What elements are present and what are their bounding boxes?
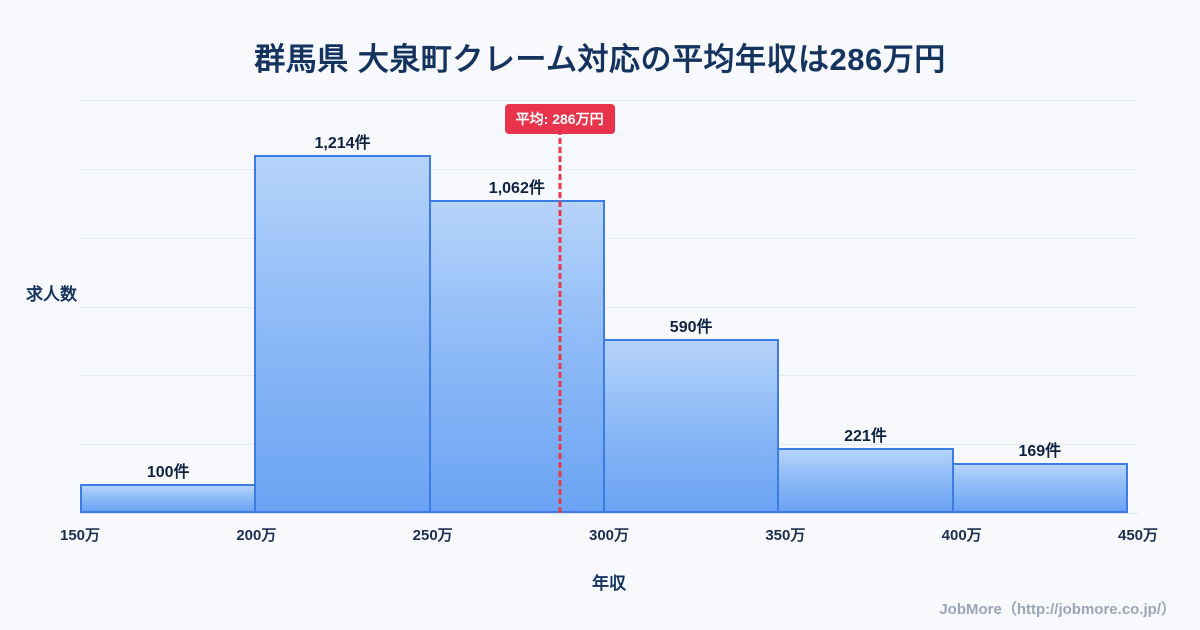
bar: 100件: [80, 464, 257, 513]
x-tick-label: 150万: [59, 527, 101, 544]
footer-credit: JobMore（http://jobmore.co.jp/）: [939, 601, 1176, 618]
bar-value-label: 169件: [1018, 443, 1062, 461]
bar-value-label: 1,214件: [314, 134, 371, 152]
x-axis-ticks: 150万 200万 250万 300万 350万 400万 450万: [60, 513, 1158, 544]
gridline: [80, 168, 1138, 170]
mean-badge: 平均: 286万円: [504, 104, 615, 134]
gridline: [80, 100, 1138, 101]
plot-area: 100件 1,214件 1,062件 590件 221件 169件 平均: 286万円 1…: [60, 100, 1158, 544]
x-axis-label: 年収: [592, 574, 626, 593]
bar-value-label: 100件: [146, 463, 190, 481]
bar-value-label: 590件: [669, 318, 713, 336]
bar: 1,062件: [428, 180, 605, 513]
gridline: [80, 306, 1138, 308]
x-axis-line: [80, 513, 1138, 514]
x-tick-label: 200万: [236, 527, 277, 544]
x-tick-label: 250万: [412, 527, 453, 544]
bar: 590件: [602, 319, 780, 513]
gridline: [80, 237, 1138, 239]
bar: 221件: [777, 428, 954, 513]
x-tick-label: 350万: [765, 527, 806, 544]
bar-value-label: 1,062件: [488, 179, 545, 197]
bar: 169件: [951, 443, 1128, 513]
page-title: 群馬県 大泉町クレーム対応の平均年収は286万円: [254, 42, 946, 77]
bar: 1,214件: [254, 135, 431, 513]
mean-line: [558, 129, 562, 513]
bar-value-label: 221件: [844, 427, 887, 445]
bars: 100件 1,214件 1,062件 590件 221件 169件: [80, 100, 1138, 513]
x-tick-label: 400万: [941, 527, 982, 544]
x-tick-label: 450万: [1117, 527, 1159, 544]
x-tick-label: 300万: [588, 527, 630, 544]
y-axis-label: 求人数: [26, 285, 77, 304]
